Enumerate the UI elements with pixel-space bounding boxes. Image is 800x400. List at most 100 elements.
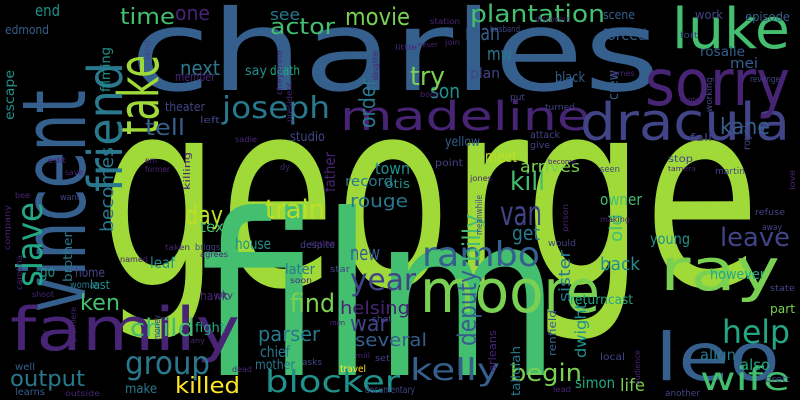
word: blocker — [265, 365, 401, 400]
word: want — [60, 193, 80, 203]
word: well — [15, 362, 35, 373]
word: slave — [10, 202, 51, 287]
word: woman — [70, 280, 100, 291]
word: luke — [672, 0, 790, 62]
word: mother — [255, 358, 296, 373]
word: father — [321, 151, 339, 192]
word: ray — [660, 236, 780, 304]
word: black — [555, 70, 586, 86]
word: put — [510, 93, 525, 103]
word: men — [330, 319, 345, 327]
word: house — [235, 235, 271, 253]
word: charles — [130, 0, 660, 117]
word: old — [606, 214, 627, 242]
word: movie — [345, 3, 410, 31]
word: scene — [603, 8, 635, 22]
word: martin — [715, 167, 745, 177]
word: edmond — [5, 23, 49, 37]
word: kill — [510, 167, 545, 197]
word: asks — [302, 358, 322, 368]
word: try — [410, 62, 445, 92]
word: never — [418, 41, 438, 49]
word: agrees — [200, 250, 228, 259]
word: meet — [485, 147, 517, 166]
word: go — [40, 262, 55, 281]
word: shot — [372, 315, 392, 325]
word: former — [145, 165, 171, 174]
word: rosalie — [700, 45, 745, 60]
word: mei — [730, 56, 758, 72]
word: working — [705, 77, 715, 112]
word: moore — [420, 257, 600, 327]
word: refuse — [755, 208, 785, 218]
word: however — [710, 267, 765, 283]
word: any — [190, 337, 205, 345]
word: van — [500, 194, 542, 234]
word: body — [420, 90, 440, 99]
word: group — [125, 344, 210, 382]
word: wife — [700, 360, 790, 398]
word: yellow — [445, 135, 480, 150]
word: crew — [606, 70, 622, 100]
word: friend — [78, 62, 134, 192]
word: fort — [680, 31, 699, 41]
word: save — [65, 168, 83, 177]
word: dy — [280, 163, 291, 173]
word: travel — [340, 364, 366, 375]
word: killed — [175, 374, 240, 399]
word: sorry — [645, 47, 790, 121]
word: audience — [633, 350, 642, 385]
word: son — [430, 79, 460, 103]
word: parser — [258, 322, 321, 346]
word: bee — [15, 191, 30, 200]
word: away — [762, 223, 783, 233]
word: return — [570, 293, 608, 308]
word: deputy — [453, 270, 483, 346]
word: stop — [668, 154, 693, 165]
word: fall — [690, 131, 712, 144]
word: documentary — [365, 385, 415, 396]
word: seen — [600, 165, 620, 175]
word: tamera — [668, 165, 696, 173]
word: order — [356, 77, 381, 128]
word: premiere — [69, 307, 78, 342]
word: left — [200, 116, 221, 126]
word: em — [145, 156, 157, 165]
word: attack — [530, 130, 560, 141]
word: billy — [458, 214, 486, 262]
word: one — [175, 1, 210, 25]
word: leaf — [150, 254, 176, 272]
word: later — [285, 262, 315, 278]
word: young — [650, 230, 690, 248]
word: dwight — [572, 303, 590, 358]
word: revenge — [750, 75, 780, 85]
word: royal — [742, 125, 753, 150]
word: star — [330, 265, 350, 275]
word: president — [285, 82, 294, 122]
word: helsing — [340, 298, 410, 319]
word: sadie — [235, 135, 257, 144]
word: simon — [575, 374, 615, 392]
word: otis — [385, 177, 410, 191]
word: little — [395, 43, 417, 52]
word: edit — [48, 156, 66, 165]
word: state — [770, 284, 795, 294]
word: dracula — [580, 93, 790, 153]
word: prison — [561, 204, 570, 232]
word: another — [665, 389, 700, 399]
word: new — [350, 241, 380, 265]
word: kelly — [410, 353, 500, 388]
word: studio — [290, 130, 325, 145]
word: madeline — [340, 94, 590, 140]
word: making — [600, 215, 630, 224]
word: family — [10, 295, 240, 365]
word: join — [444, 38, 460, 47]
word: city — [215, 291, 233, 300]
word: filming — [99, 47, 114, 92]
word: member — [175, 70, 215, 84]
word: rouge — [350, 191, 408, 212]
word: cast — [608, 293, 633, 308]
word: station — [430, 17, 460, 26]
word: vincent — [3, 90, 106, 312]
